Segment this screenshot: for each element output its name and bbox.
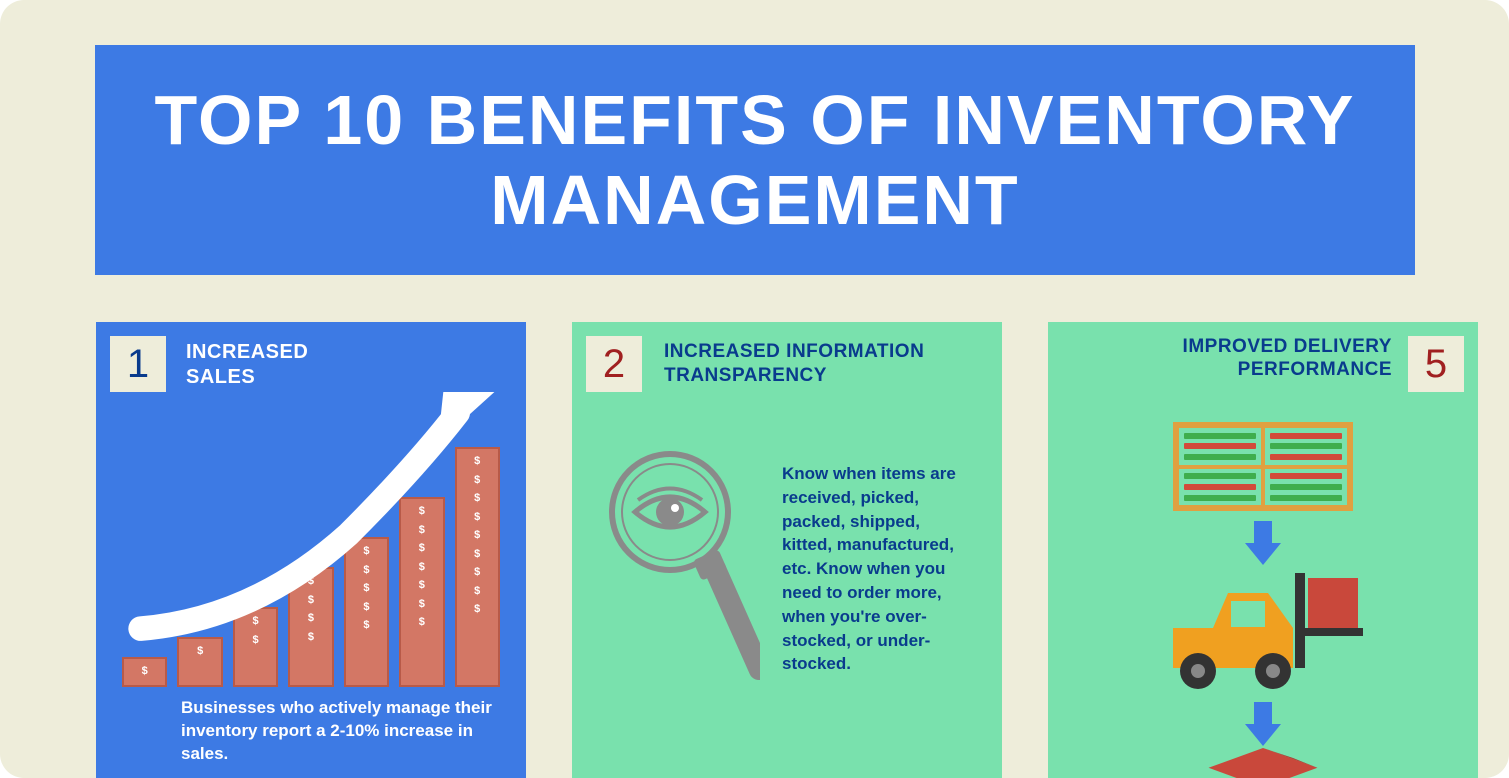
title-bar: TOP 10 BENEFITS OF INVENTORY MANAGEMENT [95, 45, 1415, 275]
bar: $$$$ [288, 567, 333, 687]
card-body: Know when items are received, picked, pa… [782, 462, 974, 676]
benefit-card-2: 2 INCREASED INFORMATION TRANSPARENCY Kno… [572, 322, 1002, 778]
forklift-icon [1153, 573, 1373, 693]
card-number: 5 [1425, 342, 1447, 387]
card-title: INCREASED SALES [186, 340, 336, 390]
card-number-badge: 2 [586, 336, 642, 392]
bar: $$$$$$$ [399, 497, 444, 687]
bar: $$ [233, 607, 278, 687]
benefit-card-1: 1 INCREASED SALES $$$$$$$$$$$$$$$$$$$$$$… [96, 322, 526, 778]
benefit-card-5: 5 IMPROVED DELIVERY PERFORMANCE [1048, 322, 1478, 778]
bars-container: $$$$$$$$$$$$$$$$$$$$$$$$$$$$$ [116, 422, 506, 687]
card-number: 2 [603, 342, 625, 387]
delivery-flow [1048, 422, 1478, 778]
bar: $ [177, 637, 222, 687]
down-arrow-icon [1245, 519, 1281, 565]
card-title: IMPROVED DELIVERY PERFORMANCE [1168, 336, 1392, 382]
card-number: 1 [127, 342, 149, 387]
magnifying-glass-eye-icon [600, 442, 760, 702]
card-number-badge: 1 [110, 336, 166, 392]
down-arrow-icon [1245, 701, 1281, 747]
bar: $ [122, 657, 167, 687]
warehouse-shelves-icon [1173, 422, 1353, 511]
package-box-icon [1203, 748, 1323, 778]
bar-chart: $$$$$$$$$$$$$$$$$$$$$$$$$$$$$ [116, 422, 506, 687]
card-caption: Businesses who actively manage their inv… [181, 697, 496, 766]
bar: $$$$$ [344, 537, 389, 687]
bar: $$$$$$$$$ [455, 447, 500, 687]
card-number-badge: 5 [1408, 336, 1464, 392]
infographic-canvas: TOP 10 BENEFITS OF INVENTORY MANAGEMENT … [0, 0, 1509, 778]
card-title: INCREASED INFORMATION TRANSPARENCY [664, 340, 982, 388]
page-title: TOP 10 BENEFITS OF INVENTORY MANAGEMENT [135, 80, 1375, 241]
